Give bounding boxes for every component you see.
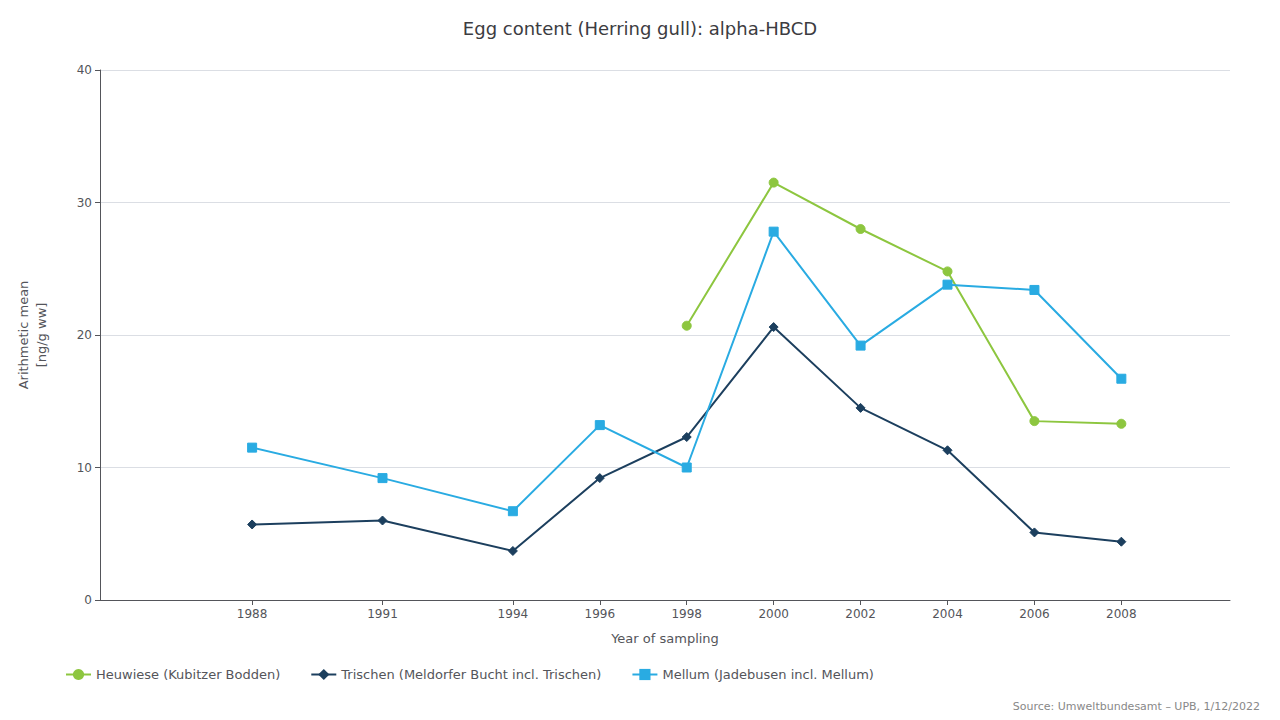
svg-text:Arithmetic mean: Arithmetic mean bbox=[16, 281, 31, 390]
svg-text:1991: 1991 bbox=[367, 607, 398, 621]
svg-text:1988: 1988 bbox=[237, 607, 268, 621]
svg-text:2004: 2004 bbox=[932, 607, 963, 621]
svg-text:Mellum (Jadebusen incl. Mellum: Mellum (Jadebusen incl. Mellum) bbox=[662, 667, 874, 682]
svg-text:30: 30 bbox=[77, 196, 92, 210]
svg-text:Trischen (Meldorfer Bucht incl: Trischen (Meldorfer Bucht incl. Trischen… bbox=[340, 667, 601, 682]
svg-text:40: 40 bbox=[77, 63, 92, 77]
svg-text:2006: 2006 bbox=[1019, 607, 1050, 621]
svg-text:1994: 1994 bbox=[498, 607, 529, 621]
svg-text:Source: Umweltbundesamt – UPB,: Source: Umweltbundesamt – UPB, 1/12/2022 bbox=[1013, 700, 1260, 713]
svg-text:2000: 2000 bbox=[758, 607, 789, 621]
svg-text:20: 20 bbox=[77, 328, 92, 342]
svg-text:2008: 2008 bbox=[1106, 607, 1137, 621]
svg-text:2002: 2002 bbox=[845, 607, 876, 621]
svg-text:Year of sampling: Year of sampling bbox=[610, 631, 719, 646]
svg-text:1996: 1996 bbox=[585, 607, 616, 621]
svg-text:1998: 1998 bbox=[671, 607, 702, 621]
svg-text:10: 10 bbox=[77, 461, 92, 475]
svg-text:Egg content (Herring gull): al: Egg content (Herring gull): alpha-HBCD bbox=[463, 18, 817, 39]
svg-text:Heuwiese (Kubitzer Bodden): Heuwiese (Kubitzer Bodden) bbox=[96, 667, 280, 682]
svg-text:[ng/g ww]: [ng/g ww] bbox=[34, 303, 49, 368]
svg-text:0: 0 bbox=[84, 593, 92, 607]
